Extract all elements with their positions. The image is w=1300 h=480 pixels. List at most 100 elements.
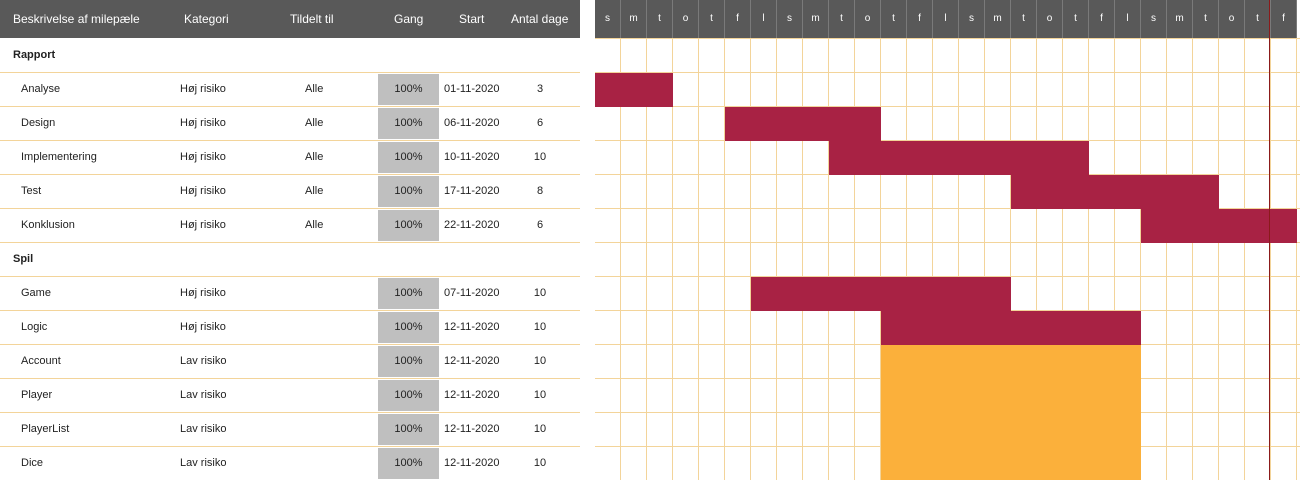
task-progress[interactable]: 100% [378,312,439,343]
task-progress[interactable]: 100% [378,210,439,241]
task-days[interactable]: 10 [533,389,547,401]
gantt-bar-konklusion[interactable] [1141,209,1297,243]
task-progress[interactable]: 100% [378,176,439,207]
task-progress[interactable]: 100% [378,448,439,479]
task-row[interactable]: Analyse Høj risiko Alle 100% 01-11-2020 3 [0,73,580,107]
task-row[interactable]: PlayerList Lav risiko 100% 12-11-2020 10 [0,413,580,447]
task-row[interactable]: Design Høj risiko Alle 100% 06-11-2020 6 [0,107,580,141]
task-assigned[interactable]: Alle [305,117,324,129]
task-start[interactable]: 12-11-2020 [444,423,500,435]
task-days[interactable]: 10 [533,151,547,163]
task-days[interactable]: 3 [536,83,544,95]
gantt-bar-analyse[interactable] [595,73,673,107]
day-column [1271,38,1297,480]
task-start[interactable]: 10-11-2020 [444,151,500,163]
day-header: t [647,0,673,38]
task-start[interactable]: 12-11-2020 [444,457,500,469]
task-category[interactable]: Høj risiko [180,83,226,95]
task-start[interactable]: 22-11-2020 [444,219,500,231]
task-progress[interactable]: 100% [378,108,439,139]
task-category[interactable]: Lav risiko [180,355,227,367]
task-name[interactable]: Dice [21,457,44,469]
task-row[interactable]: Game Høj risiko 100% 07-11-2020 10 [0,277,580,311]
task-assigned[interactable]: Alle [305,83,324,95]
gantt-bar-game[interactable] [751,277,1011,311]
task-category[interactable]: Lav risiko [180,389,227,401]
task-days[interactable]: 10 [533,321,547,333]
gantt-bar-account[interactable] [881,345,1141,379]
task-start[interactable]: 12-11-2020 [444,389,500,401]
task-days[interactable]: 10 [533,423,547,435]
task-start[interactable]: 12-11-2020 [444,321,500,333]
day-header: f [1089,0,1115,38]
gantt-bar-test[interactable] [1011,175,1219,209]
gantt-bar-dice[interactable] [881,447,1141,480]
day-column [595,38,621,480]
task-start[interactable]: 07-11-2020 [444,287,500,299]
task-row[interactable]: Logic Høj risiko 100% 12-11-2020 10 [0,311,580,345]
task-progress[interactable]: 100% [378,142,439,173]
task-category[interactable]: Lav risiko [180,423,227,435]
task-progress[interactable]: 100% [378,278,439,309]
gantt-bar-player[interactable] [881,379,1141,413]
day-header: s [959,0,985,38]
task-category[interactable]: Høj risiko [180,321,226,333]
task-days[interactable]: 6 [536,219,544,231]
day-column [673,38,699,480]
task-assigned[interactable]: Alle [305,219,324,231]
task-assigned[interactable]: Alle [305,151,324,163]
day-column [1089,38,1115,480]
task-start[interactable]: 12-11-2020 [444,355,500,367]
task-name[interactable]: Account [21,355,61,367]
gantt-bar-implementering[interactable] [829,141,1089,175]
task-category[interactable]: Høj risiko [180,185,226,197]
task-days[interactable]: 8 [536,185,544,197]
gantt-bar-design[interactable] [725,107,881,141]
task-name[interactable]: Player [21,389,53,401]
grid-line [595,106,1300,107]
task-row[interactable]: Dice Lav risiko 100% 12-11-2020 10 [0,447,580,480]
task-progress[interactable]: 100% [378,346,439,377]
grid-line [595,242,1300,243]
task-row[interactable]: Player Lav risiko 100% 12-11-2020 10 [0,379,580,413]
task-days[interactable]: 6 [536,117,544,129]
task-days[interactable]: 10 [533,457,547,469]
task-name[interactable]: PlayerList [21,423,70,435]
header-category[interactable]: Kategori [184,12,229,26]
task-category[interactable]: Høj risiko [180,151,226,163]
task-row[interactable]: Implementering Høj risiko Alle 100% 10-11-20… [0,141,580,175]
gantt-bar-logic[interactable] [881,311,1141,345]
task-name[interactable]: Design [21,117,56,129]
task-name[interactable]: Game [21,287,51,299]
header-start[interactable]: Start [459,12,485,26]
task-row[interactable]: Account Lav risiko 100% 12-11-2020 10 [0,345,580,379]
task-category[interactable]: Høj risiko [180,117,226,129]
task-start[interactable]: 17-11-2020 [444,185,500,197]
task-name[interactable]: Test [21,185,42,197]
task-start[interactable]: 06-11-2020 [444,117,500,129]
task-category[interactable]: Lav risiko [180,457,227,469]
task-category[interactable]: Høj risiko [180,219,226,231]
task-assigned[interactable]: Alle [305,185,324,197]
task-name[interactable]: Analyse [21,83,61,95]
task-days[interactable]: 10 [533,355,547,367]
gantt-bar-playerlist[interactable] [881,413,1141,447]
task-name[interactable]: Konklusion [21,219,75,231]
task-start[interactable]: 01-11-2020 [444,83,500,95]
header-days[interactable]: Antal dage [511,12,569,26]
task-category[interactable]: Høj risiko [180,287,226,299]
task-row[interactable]: Test Høj risiko Alle 100% 17-11-2020 8 [0,175,580,209]
task-name[interactable]: Logic [21,321,48,333]
header-assigned[interactable]: Tildelt til [290,12,334,26]
header-description[interactable]: Beskrivelse af milepæle [13,12,140,26]
section-row[interactable]: Rapport [0,39,580,73]
task-name[interactable]: Implementering [21,151,97,163]
task-progress[interactable]: 100% [378,414,439,445]
section-row[interactable]: Spil [0,243,580,277]
task-progress[interactable]: 100% [378,74,439,105]
task-row[interactable]: Konklusion Høj risiko Alle 100% 22-11-2020 6 [0,209,580,243]
task-days[interactable]: 10 [533,287,547,299]
header-progress[interactable]: Gang [394,12,424,26]
day-header: o [1037,0,1063,38]
task-progress[interactable]: 100% [378,380,439,411]
